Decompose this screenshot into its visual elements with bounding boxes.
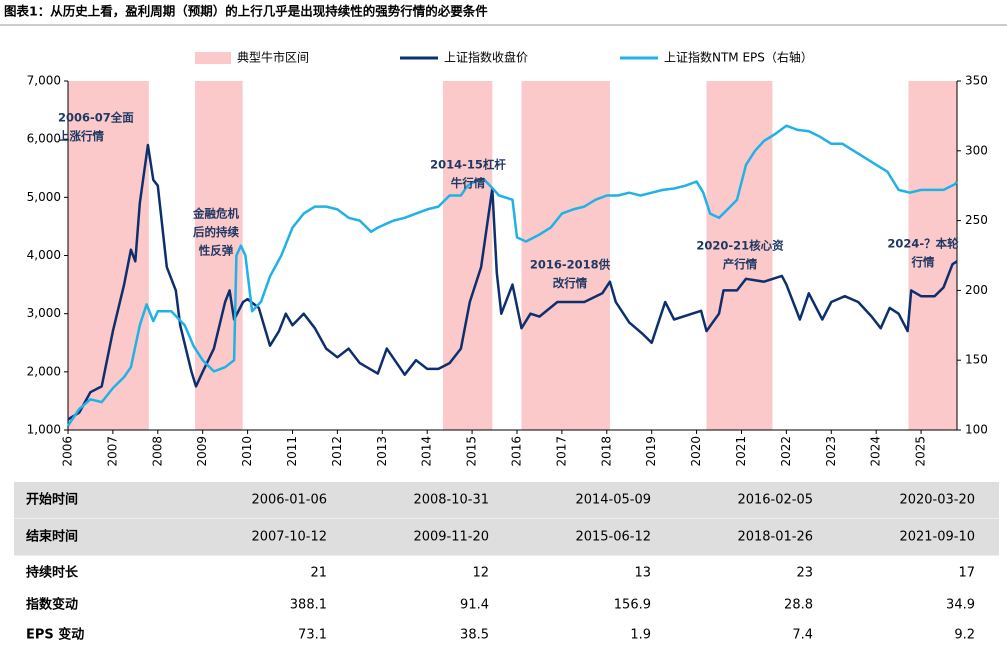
- bull-band: [908, 81, 957, 430]
- table-cell: 13: [634, 566, 651, 581]
- x-tick-label: 2012: [330, 436, 344, 467]
- table-cell: 2021-09-10: [899, 530, 975, 545]
- annotation: 2014-15杠杆: [430, 158, 506, 172]
- table-cell: 2007-10-12: [251, 530, 327, 545]
- x-tick-label: 2025: [914, 436, 928, 467]
- table-cell: 2009-11-20: [413, 530, 489, 545]
- table-cell: 156.9: [614, 598, 651, 613]
- legend-label: 上证指数收盘价: [444, 50, 528, 65]
- table-cell: 2006-01-06: [251, 493, 327, 508]
- x-tick-label: 2021: [734, 436, 748, 467]
- legend-label: 典型牛市区间: [237, 50, 309, 65]
- table-cell: 1.9: [630, 628, 651, 643]
- x-tick-label: 2022: [779, 436, 793, 467]
- table-cell: 17: [958, 566, 975, 581]
- bull-band: [521, 81, 610, 430]
- legend-swatch: [195, 52, 231, 64]
- x-tick-label: 2016: [509, 436, 523, 467]
- table-cell: 12: [472, 566, 489, 581]
- x-tick-label: 2019: [644, 436, 658, 467]
- table-cell: 2016-02-05: [737, 493, 813, 508]
- table-cell: 2008-10-31: [413, 493, 489, 508]
- series-line: [66, 124, 958, 427]
- legend-label: 上证指数NTM EPS（右轴）: [664, 50, 813, 65]
- x-tick-label: 2007: [105, 436, 119, 467]
- x-tick-label: 2006: [61, 436, 75, 467]
- table-cell: 38.5: [460, 628, 489, 643]
- table-cell: 2015-06-12: [575, 530, 651, 545]
- table-cell: 28.8: [784, 598, 813, 613]
- table-cell: 34.9: [946, 598, 975, 613]
- x-tick-label: 2014: [420, 436, 434, 467]
- annotation: 上涨行情: [58, 129, 104, 143]
- annotation: 产行情: [723, 257, 758, 271]
- y-tick-label: 4,000: [27, 248, 61, 262]
- x-tick-label: 2011: [285, 436, 299, 467]
- y-tick-label: 5,000: [27, 190, 61, 204]
- table-cell: 9.2: [954, 628, 975, 643]
- table-cell: 持续时长: [26, 565, 79, 581]
- y2-tick-label: 100: [965, 423, 988, 437]
- table-cell: 2020-03-20: [899, 493, 975, 508]
- table-header-bg: [14, 482, 999, 518]
- x-tick-label: 2020: [689, 436, 703, 467]
- x-tick-label: 2017: [554, 436, 568, 467]
- annotation: 2020-21核心资: [696, 239, 784, 253]
- x-tick-label: 2010: [240, 436, 254, 467]
- x-tick-label: 2024: [869, 436, 883, 467]
- x-tick-label: 2008: [150, 436, 164, 467]
- table-cell: EPS 变动: [26, 627, 84, 643]
- annotation: 金融危机: [192, 207, 239, 221]
- y2-tick-label: 350: [965, 74, 988, 88]
- y2-tick-label: 150: [965, 353, 988, 367]
- bull-band: [706, 81, 773, 430]
- annotation: 牛行情: [451, 176, 486, 190]
- annotation: 2006-07全面: [58, 111, 134, 125]
- y-tick-label: 1,000: [27, 423, 61, 437]
- annotation: 改行情: [553, 276, 588, 290]
- y-tick-label: 3,000: [27, 306, 61, 320]
- y2-tick-label: 300: [965, 143, 988, 157]
- annotation: 行情: [911, 255, 935, 269]
- table-cell: 23: [796, 566, 813, 581]
- y-tick-label: 6,000: [27, 132, 61, 146]
- y2-tick-label: 250: [965, 213, 988, 227]
- x-tick-label: 2018: [599, 436, 613, 467]
- x-tick-label: 2015: [465, 436, 479, 467]
- y2-tick-label: 200: [965, 283, 988, 297]
- x-tick-label: 2013: [375, 436, 389, 467]
- table-cell: 结束时间: [26, 529, 78, 545]
- table-cell: 21: [310, 566, 327, 581]
- bull-band: [442, 81, 493, 430]
- annotation: 后的持续: [193, 225, 239, 239]
- table-header-bg: [14, 518, 999, 556]
- annotation: 性反弹: [199, 244, 234, 258]
- chart-title: 图表1：从历史上看，盈利周期（预期）的上行几乎是出现持续性的强势行情的必要条件: [4, 4, 488, 19]
- table-cell: 开始时间: [26, 492, 78, 508]
- table-cell: 91.4: [460, 598, 489, 613]
- table-cell: 388.1: [290, 598, 327, 613]
- table-cell: 2018-01-26: [737, 530, 813, 545]
- annotation: 2016-2018供: [530, 258, 611, 272]
- table-cell: 73.1: [298, 628, 327, 643]
- x-tick-label: 2023: [824, 436, 838, 467]
- y-tick-label: 7,000: [27, 74, 61, 88]
- table-cell: 7.4: [792, 628, 813, 643]
- table-cell: 指数变动: [26, 597, 78, 613]
- y-tick-label: 2,000: [27, 364, 61, 378]
- table-cell: 2014-05-09: [575, 493, 651, 508]
- x-tick-label: 2009: [195, 436, 209, 467]
- annotation: 2024-？本轮: [887, 237, 959, 251]
